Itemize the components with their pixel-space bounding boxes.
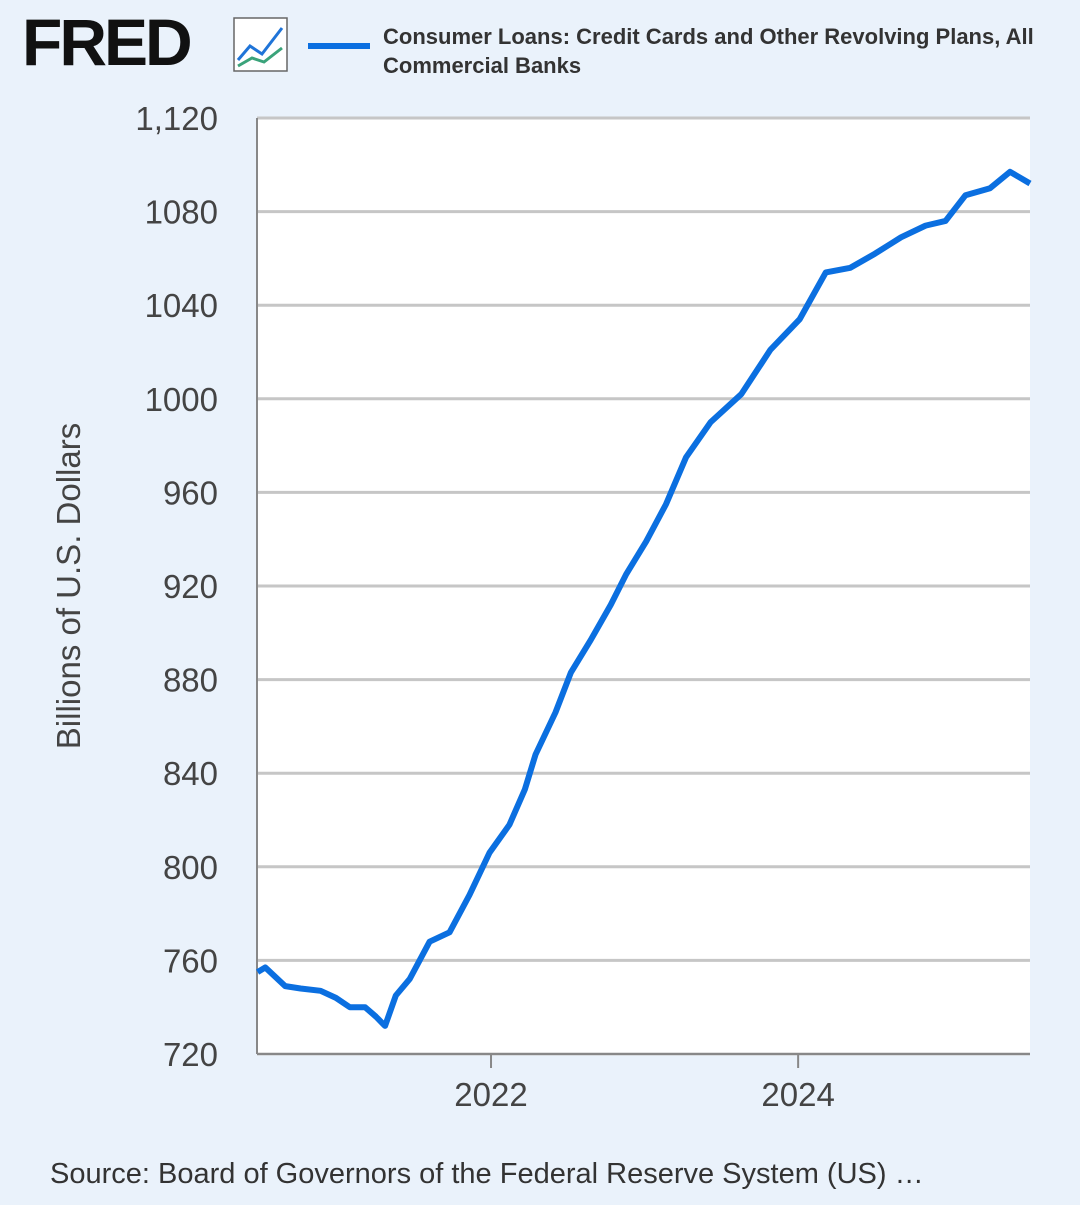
y-tick-label: 760 (163, 942, 218, 979)
y-tick-label: 1,120 (135, 100, 218, 137)
y-tick-label: 720 (163, 1036, 218, 1073)
y-tick-label: 1040 (145, 287, 218, 324)
source: Source: Board of Governors of the Federa… (50, 1158, 924, 1190)
x-tick-label: 2022 (454, 1076, 527, 1113)
y-axis-label: Billions of U.S. Dollars (50, 423, 87, 749)
y-tick-label: 960 (163, 474, 218, 511)
logo-icon (233, 17, 288, 72)
data-line (256, 168, 1032, 1029)
x-tick-label: 2024 (761, 1076, 834, 1113)
y-tick-label: 920 (163, 568, 218, 605)
chart: Billions of U.S. Dollars 720 760 800 840 880… (50, 17, 1032, 1113)
y-tick-label: 1000 (145, 381, 218, 418)
y-tick-label: 880 (163, 662, 218, 699)
legend-label: Consumer Loans: Credit Cards and Other R… (383, 24, 1034, 78)
y-tick-label: 1080 (145, 194, 218, 231)
y-tick-label: 800 (163, 849, 218, 886)
logo: FRED (22, 5, 193, 79)
y-tick-label: 840 (163, 755, 218, 792)
